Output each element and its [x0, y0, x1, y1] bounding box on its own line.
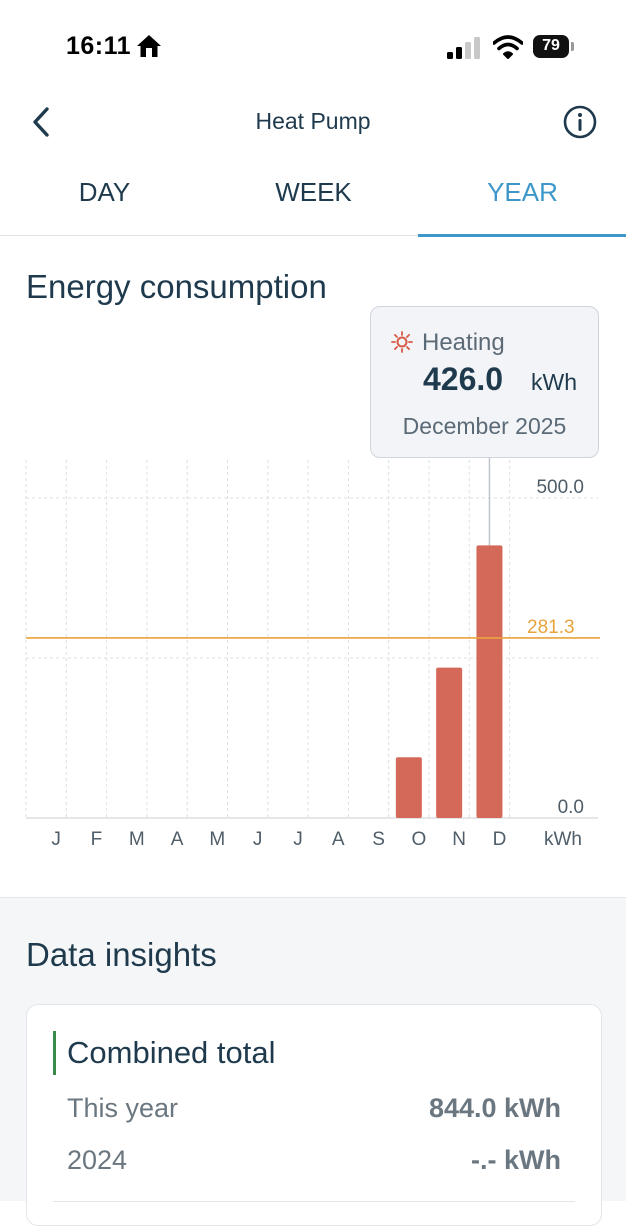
tooltip-value: 426.0 [423, 361, 504, 397]
status-bar: 16:11 79 [0, 0, 626, 92]
battery-tip [571, 42, 574, 51]
row-value-previous-year: -.- kWh [471, 1145, 561, 1175]
status-time: 16:11 [66, 32, 132, 60]
period-tabs: DAY WEEK YEAR [0, 165, 626, 237]
x-tick-label: S [372, 829, 385, 850]
battery-percent: 79 [542, 37, 560, 54]
battery-indicator: 79 [533, 35, 575, 58]
tab-day[interactable]: DAY [78, 177, 131, 207]
x-tick-label: J [253, 829, 263, 850]
bar-10[interactable] [436, 667, 463, 818]
average-line-label: 281.3 [527, 617, 575, 638]
row-label-this-year: This year [67, 1093, 179, 1123]
x-tick-label: D [493, 829, 507, 850]
combined-total-card: Combined total This year 844.0 kWh 2024 … [26, 1004, 602, 1226]
active-tab-indicator [418, 234, 626, 237]
row-value-this-year: 844.0 kWh [428, 1093, 561, 1123]
x-tick-label: J [51, 829, 61, 850]
x-tick-label: M [209, 829, 225, 850]
x-tick-label: N [452, 829, 466, 850]
y-tick-label: 0.0 [558, 797, 584, 818]
x-tick-label: J [293, 829, 303, 850]
wifi-icon [493, 35, 523, 59]
bar-11[interactable] [476, 545, 503, 818]
tab-week[interactable]: WEEK [275, 177, 352, 207]
tooltip-series-label: Heating [422, 329, 505, 356]
info-icon[interactable] [562, 104, 598, 140]
battery-body [533, 35, 569, 58]
tab-year[interactable]: YEAR [487, 177, 558, 207]
back-arrow-icon[interactable] [28, 104, 54, 140]
x-tick-label: A [332, 829, 345, 850]
tooltip-unit: kWh [531, 369, 577, 395]
data-insights-title: Data insights [26, 936, 217, 973]
home-icon [137, 35, 161, 57]
energy-consumption-title: Energy consumption [26, 268, 327, 305]
x-axis-unit-label: kWh [544, 829, 582, 850]
card-divider [53, 1201, 575, 1202]
x-tick-label: F [91, 829, 103, 850]
x-tick-label: O [411, 829, 426, 850]
bar-9[interactable] [395, 757, 422, 818]
cellular-signal-icon [447, 37, 480, 59]
sun-icon [391, 331, 413, 353]
x-tick-label: M [129, 829, 145, 850]
y-tick-label: 500.0 [536, 477, 584, 498]
row-label-previous-year: 2024 [67, 1145, 128, 1175]
page-title: Heat Pump [255, 108, 371, 134]
chart-tooltip: Heating 426.0 kWh December 2025 [370, 306, 599, 458]
x-tick-label: A [171, 829, 184, 850]
card-title: Combined total [67, 1035, 276, 1070]
tooltip-date: December 2025 [402, 413, 567, 439]
card-accent-bar [53, 1031, 56, 1075]
